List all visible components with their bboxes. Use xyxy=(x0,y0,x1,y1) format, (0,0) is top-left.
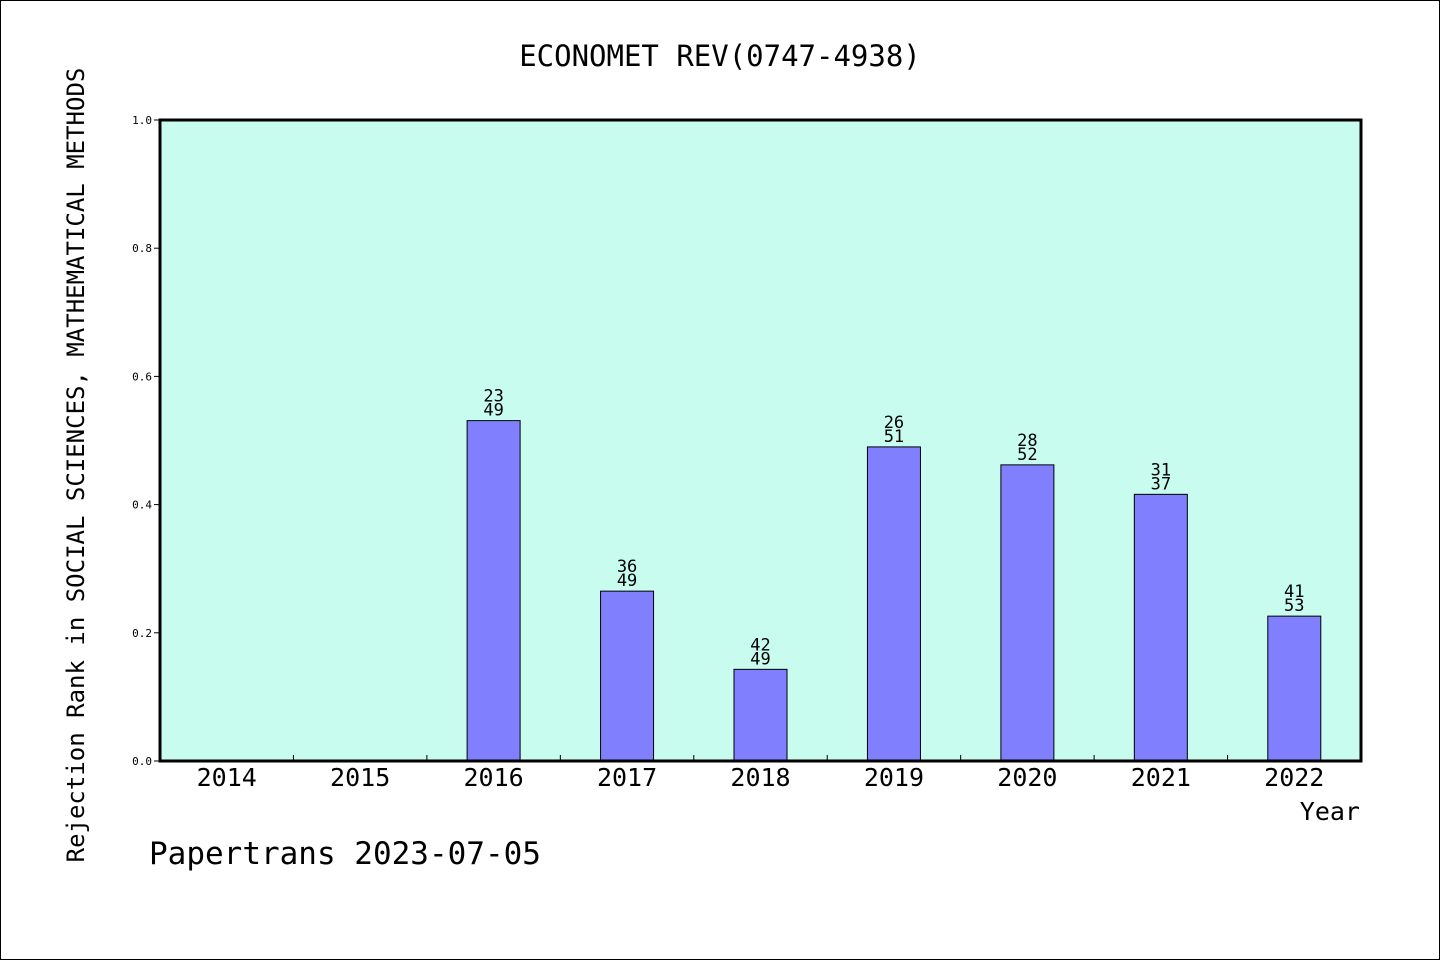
bar-rank-label: 41 xyxy=(1284,582,1304,602)
x-tick-label: 2019 xyxy=(864,763,924,792)
bar-2019 xyxy=(866,446,921,762)
bar-2020 xyxy=(1000,464,1055,762)
bar-rank-label: 42 xyxy=(750,635,770,655)
y-tick-label: 0.0 xyxy=(132,755,152,768)
bar-rank-label: 36 xyxy=(617,557,637,577)
bar-rank-label: 31 xyxy=(1151,460,1171,480)
bar-total-label: 49 xyxy=(483,401,503,421)
y-tick-label: 0.4 xyxy=(132,499,152,512)
bar-total-label: 53 xyxy=(1284,596,1304,616)
x-tick-label: 2022 xyxy=(1264,763,1324,792)
footer-credit: Papertrans 2023-07-05 xyxy=(149,836,541,872)
bar-2017 xyxy=(600,590,655,762)
bar-rank-label: 26 xyxy=(884,413,904,433)
y-tick-label: 0.2 xyxy=(132,627,152,640)
plot-border xyxy=(158,118,1363,763)
chart-title: ECONOMET REV(0747-4938) xyxy=(519,39,921,73)
bar-2022 xyxy=(1267,615,1322,762)
bar-total-label: 37 xyxy=(1151,474,1171,494)
y-tick-label: 0.8 xyxy=(132,242,152,255)
y-axis-label: Rejection Rank in SOCIAL SCIENCES, MATHE… xyxy=(62,68,90,863)
bar-rank-label: 28 xyxy=(1017,431,1037,451)
x-tick-label: 2018 xyxy=(730,763,790,792)
x-tick-label: 2017 xyxy=(597,763,657,792)
bar-total-label: 51 xyxy=(884,427,904,447)
x-tick-label: 2014 xyxy=(197,763,257,792)
bar-2018 xyxy=(733,668,788,762)
x-tick-label: 2020 xyxy=(997,763,1057,792)
y-tick-label: 1.0 xyxy=(132,114,152,127)
bar-rank-label: 23 xyxy=(483,387,503,407)
x-tick-label: 2015 xyxy=(330,763,390,792)
x-tick-label: 2016 xyxy=(464,763,524,792)
axis-ticks-group: 0.0 0.2 0.4 0.6 0.8 1.0 2014 2015 2016 2017 2018 20… xyxy=(132,114,1324,792)
bar-2021 xyxy=(1133,493,1188,762)
x-tick-label: 2021 xyxy=(1131,763,1191,792)
bar-total-label: 49 xyxy=(617,571,637,591)
bar-2016 xyxy=(466,420,521,762)
x-axis-label: Year xyxy=(1300,797,1360,826)
y-tick-label: 0.6 xyxy=(132,370,152,383)
bar-total-label: 52 xyxy=(1017,445,1037,465)
bar-total-label: 49 xyxy=(750,649,770,669)
